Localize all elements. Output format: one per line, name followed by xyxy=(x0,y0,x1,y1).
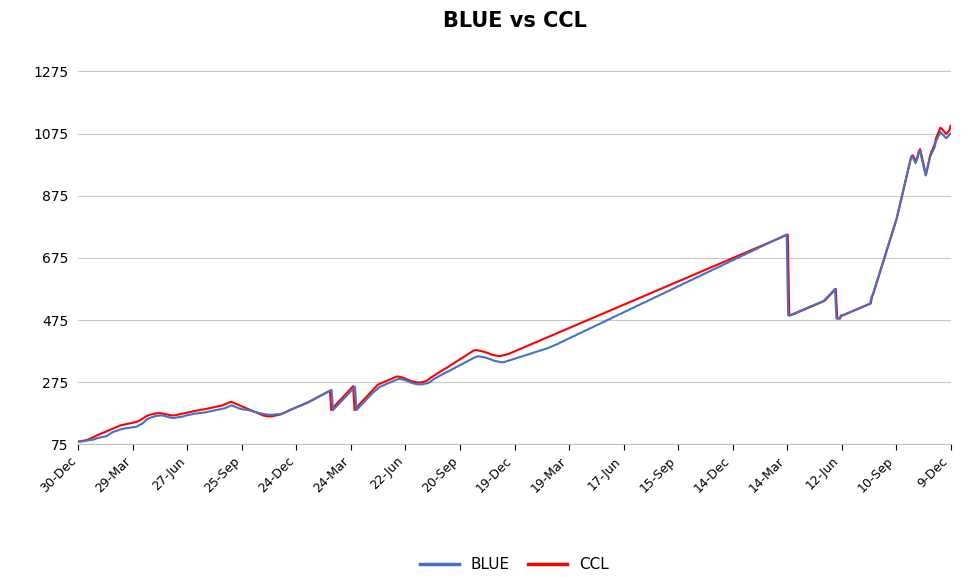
Title: BLUE vs CCL: BLUE vs CCL xyxy=(443,10,586,31)
Legend: BLUE, CCL: BLUE, CCL xyxy=(415,551,614,577)
